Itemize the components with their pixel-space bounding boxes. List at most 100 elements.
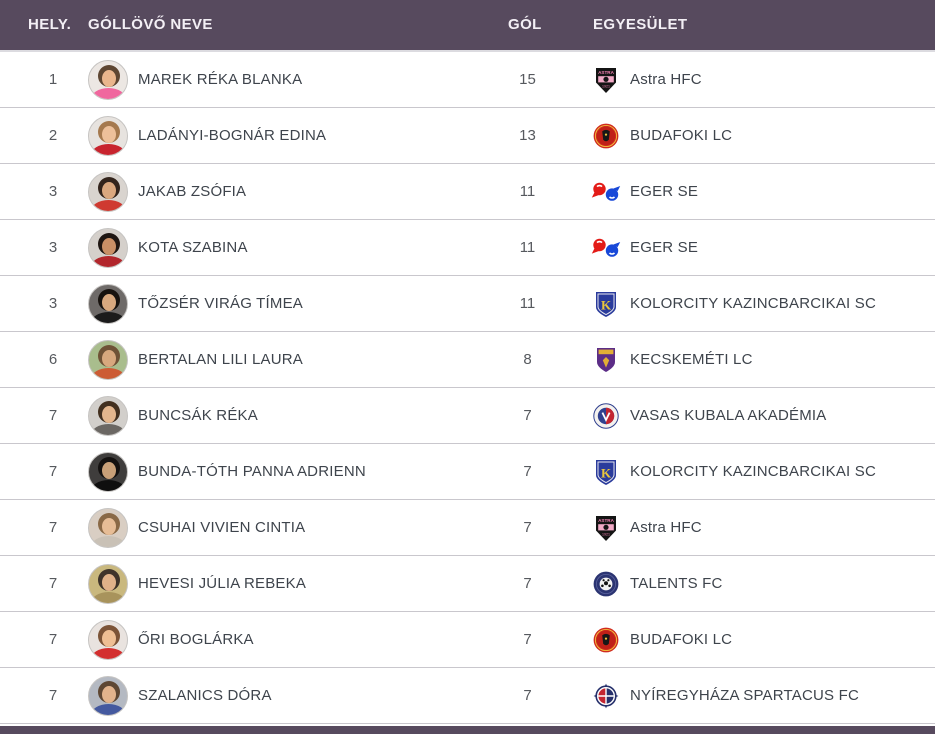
kolorcity-kazincbarcikai-sc-crest-icon: K (591, 276, 621, 332)
table-row[interactable]: 1 MAREK RÉKA BLANKA 15 ASTRA 1921 Astra HFC (0, 52, 935, 108)
rank-cell: 3 (48, 295, 58, 312)
player-avatar (88, 396, 128, 436)
avatar-shirt (91, 704, 126, 715)
goals-cell: 11 (519, 295, 536, 312)
avatar-face (101, 686, 116, 703)
player-name: MAREK RÉKA BLANKA (138, 71, 303, 88)
avatar-face (101, 70, 116, 87)
table-row[interactable]: 7 HEVESI JÚLIA REBEKA 7 TALENTS FC (0, 556, 935, 612)
table-row[interactable]: 3 KOTA SZABINA 11 EGER SE (0, 220, 935, 276)
column-header-club: EGYESÜLET (593, 16, 688, 33)
player-avatar (88, 676, 128, 716)
rank-cell: 2 (48, 127, 58, 144)
rank-cell: 7 (48, 407, 58, 424)
column-header-goals: GÓL (508, 16, 542, 33)
table-row[interactable]: 3 TŐZSÉR VIRÁG TÍMEA 11 K KOLORCITY KAZINCBA… (0, 276, 935, 332)
rank-cell: 1 (48, 71, 58, 88)
club-name: BUDAFOKI LC (630, 127, 733, 144)
table-body: 1 MAREK RÉKA BLANKA 15 ASTRA 1921 Astra HFC 2 L… (0, 52, 935, 724)
club-name: EGER SE (630, 183, 699, 200)
club-name: VASAS KUBALA AKADÉMIA (630, 407, 827, 424)
nyiregyhaza-spartacus-fc-crest-icon (591, 668, 621, 724)
avatar-face (101, 630, 116, 647)
avatar-face (101, 238, 116, 255)
avatar-shirt (91, 648, 126, 659)
player-avatar (88, 620, 128, 660)
goals-cell: 7 (523, 575, 532, 592)
table-row[interactable]: 7 CSUHAI VIVIEN CINTIA 7 ASTRA 1921 Astra HFC (0, 500, 935, 556)
table-row[interactable]: 6 BERTALAN LILI LAURA 8 KECSKEMÉTI LC (0, 332, 935, 388)
player-avatar (88, 564, 128, 604)
rank-cell: 7 (48, 463, 58, 480)
player-avatar (88, 60, 128, 100)
rank-cell: 7 (48, 687, 58, 704)
club-name: KECSKEMÉTI LC (630, 351, 753, 368)
rank-cell: 7 (48, 519, 58, 536)
player-avatar (88, 508, 128, 548)
header-separator (0, 50, 935, 52)
rank-cell: 3 (48, 239, 58, 256)
goals-cell: 7 (523, 519, 532, 536)
club-name: KOLORCITY KAZINCBARCIKAI SC (630, 463, 877, 480)
svg-text:ASTRA: ASTRA (598, 518, 615, 523)
table-row[interactable]: 7 BUNDA-TÓTH PANNA ADRIENN 7 K KOLORCITY KAZ… (0, 444, 935, 500)
avatar-shirt (91, 592, 126, 603)
player-name: BUNDA-TÓTH PANNA ADRIENN (138, 463, 366, 480)
rank-cell: 3 (48, 183, 58, 200)
club-name: KOLORCITY KAZINCBARCIKAI SC (630, 295, 877, 312)
player-avatar (88, 284, 128, 324)
avatar-shirt (91, 480, 126, 491)
table-header-row: HELY. GÓLLÖVŐ NEVE GÓL EGYESÜLET (0, 0, 935, 50)
eger-se-crest-icon (591, 220, 621, 276)
club-name: NYÍREGYHÁZA SPARTACUS FC (630, 687, 860, 704)
budafoki-lc-crest-icon (591, 108, 621, 164)
budafoki-lc-crest-icon (591, 612, 621, 668)
goals-cell: 11 (519, 239, 536, 256)
avatar-face (101, 350, 116, 367)
avatar-face (101, 406, 116, 423)
rank-cell: 7 (48, 631, 58, 648)
avatar-face (101, 462, 116, 479)
rank-cell: 6 (48, 351, 58, 368)
column-header-rank: HELY. (28, 16, 72, 33)
goals-cell: 7 (523, 407, 532, 424)
avatar-shirt (91, 144, 126, 155)
astra-hfc-crest-icon: ASTRA 1921 (591, 52, 621, 108)
goals-cell: 7 (523, 687, 532, 704)
table-row[interactable]: 2 LADÁNYI-BOGNÁR EDINA 13 BUDAFOKI LC (0, 108, 935, 164)
avatar-face (101, 182, 116, 199)
table-row[interactable]: 7 ŐRI BOGLÁRKA 7 BUDAFOKI LC (0, 612, 935, 668)
rank-cell: 7 (48, 575, 58, 592)
svg-text:K: K (601, 465, 612, 480)
avatar-shirt (91, 536, 126, 547)
avatar-face (101, 574, 116, 591)
goals-cell: 8 (523, 351, 532, 368)
vasas-kubala-akademia-crest-icon (591, 388, 621, 444)
avatar-shirt (91, 424, 126, 435)
player-name: LADÁNYI-BOGNÁR EDINA (138, 127, 327, 144)
bottom-gap (0, 724, 935, 726)
kolorcity-kazincbarcikai-sc-crest-icon: K (591, 444, 621, 500)
player-name: CSUHAI VIVIEN CINTIA (138, 519, 306, 536)
eger-se-crest-icon (591, 164, 621, 220)
table-row[interactable]: 3 JAKAB ZSÓFIA 11 EGER SE (0, 164, 935, 220)
table-row[interactable]: 7 BUNCSÁK RÉKA 7 VASAS KUBALA AKADÉMIA (0, 388, 935, 444)
club-name: TALENTS FC (630, 575, 723, 592)
player-avatar (88, 340, 128, 380)
svg-text:1921: 1921 (602, 532, 610, 536)
astra-hfc-crest-icon: ASTRA 1921 (591, 500, 621, 556)
club-name: BUDAFOKI LC (630, 631, 733, 648)
avatar-shirt (91, 88, 126, 99)
goals-cell: 15 (519, 71, 536, 88)
player-name: JAKAB ZSÓFIA (138, 183, 247, 200)
svg-text:ASTRA: ASTRA (598, 70, 615, 75)
table-row[interactable]: 7 SZALANICS DÓRA 7 NYÍREGYHÁZA SPARTACUS FC (0, 668, 935, 724)
club-name: EGER SE (630, 239, 699, 256)
player-avatar (88, 452, 128, 492)
avatar-shirt (91, 200, 126, 211)
avatar-shirt (91, 256, 126, 267)
goals-cell: 7 (523, 631, 532, 648)
player-avatar (88, 172, 128, 212)
club-name: Astra HFC (630, 519, 702, 536)
